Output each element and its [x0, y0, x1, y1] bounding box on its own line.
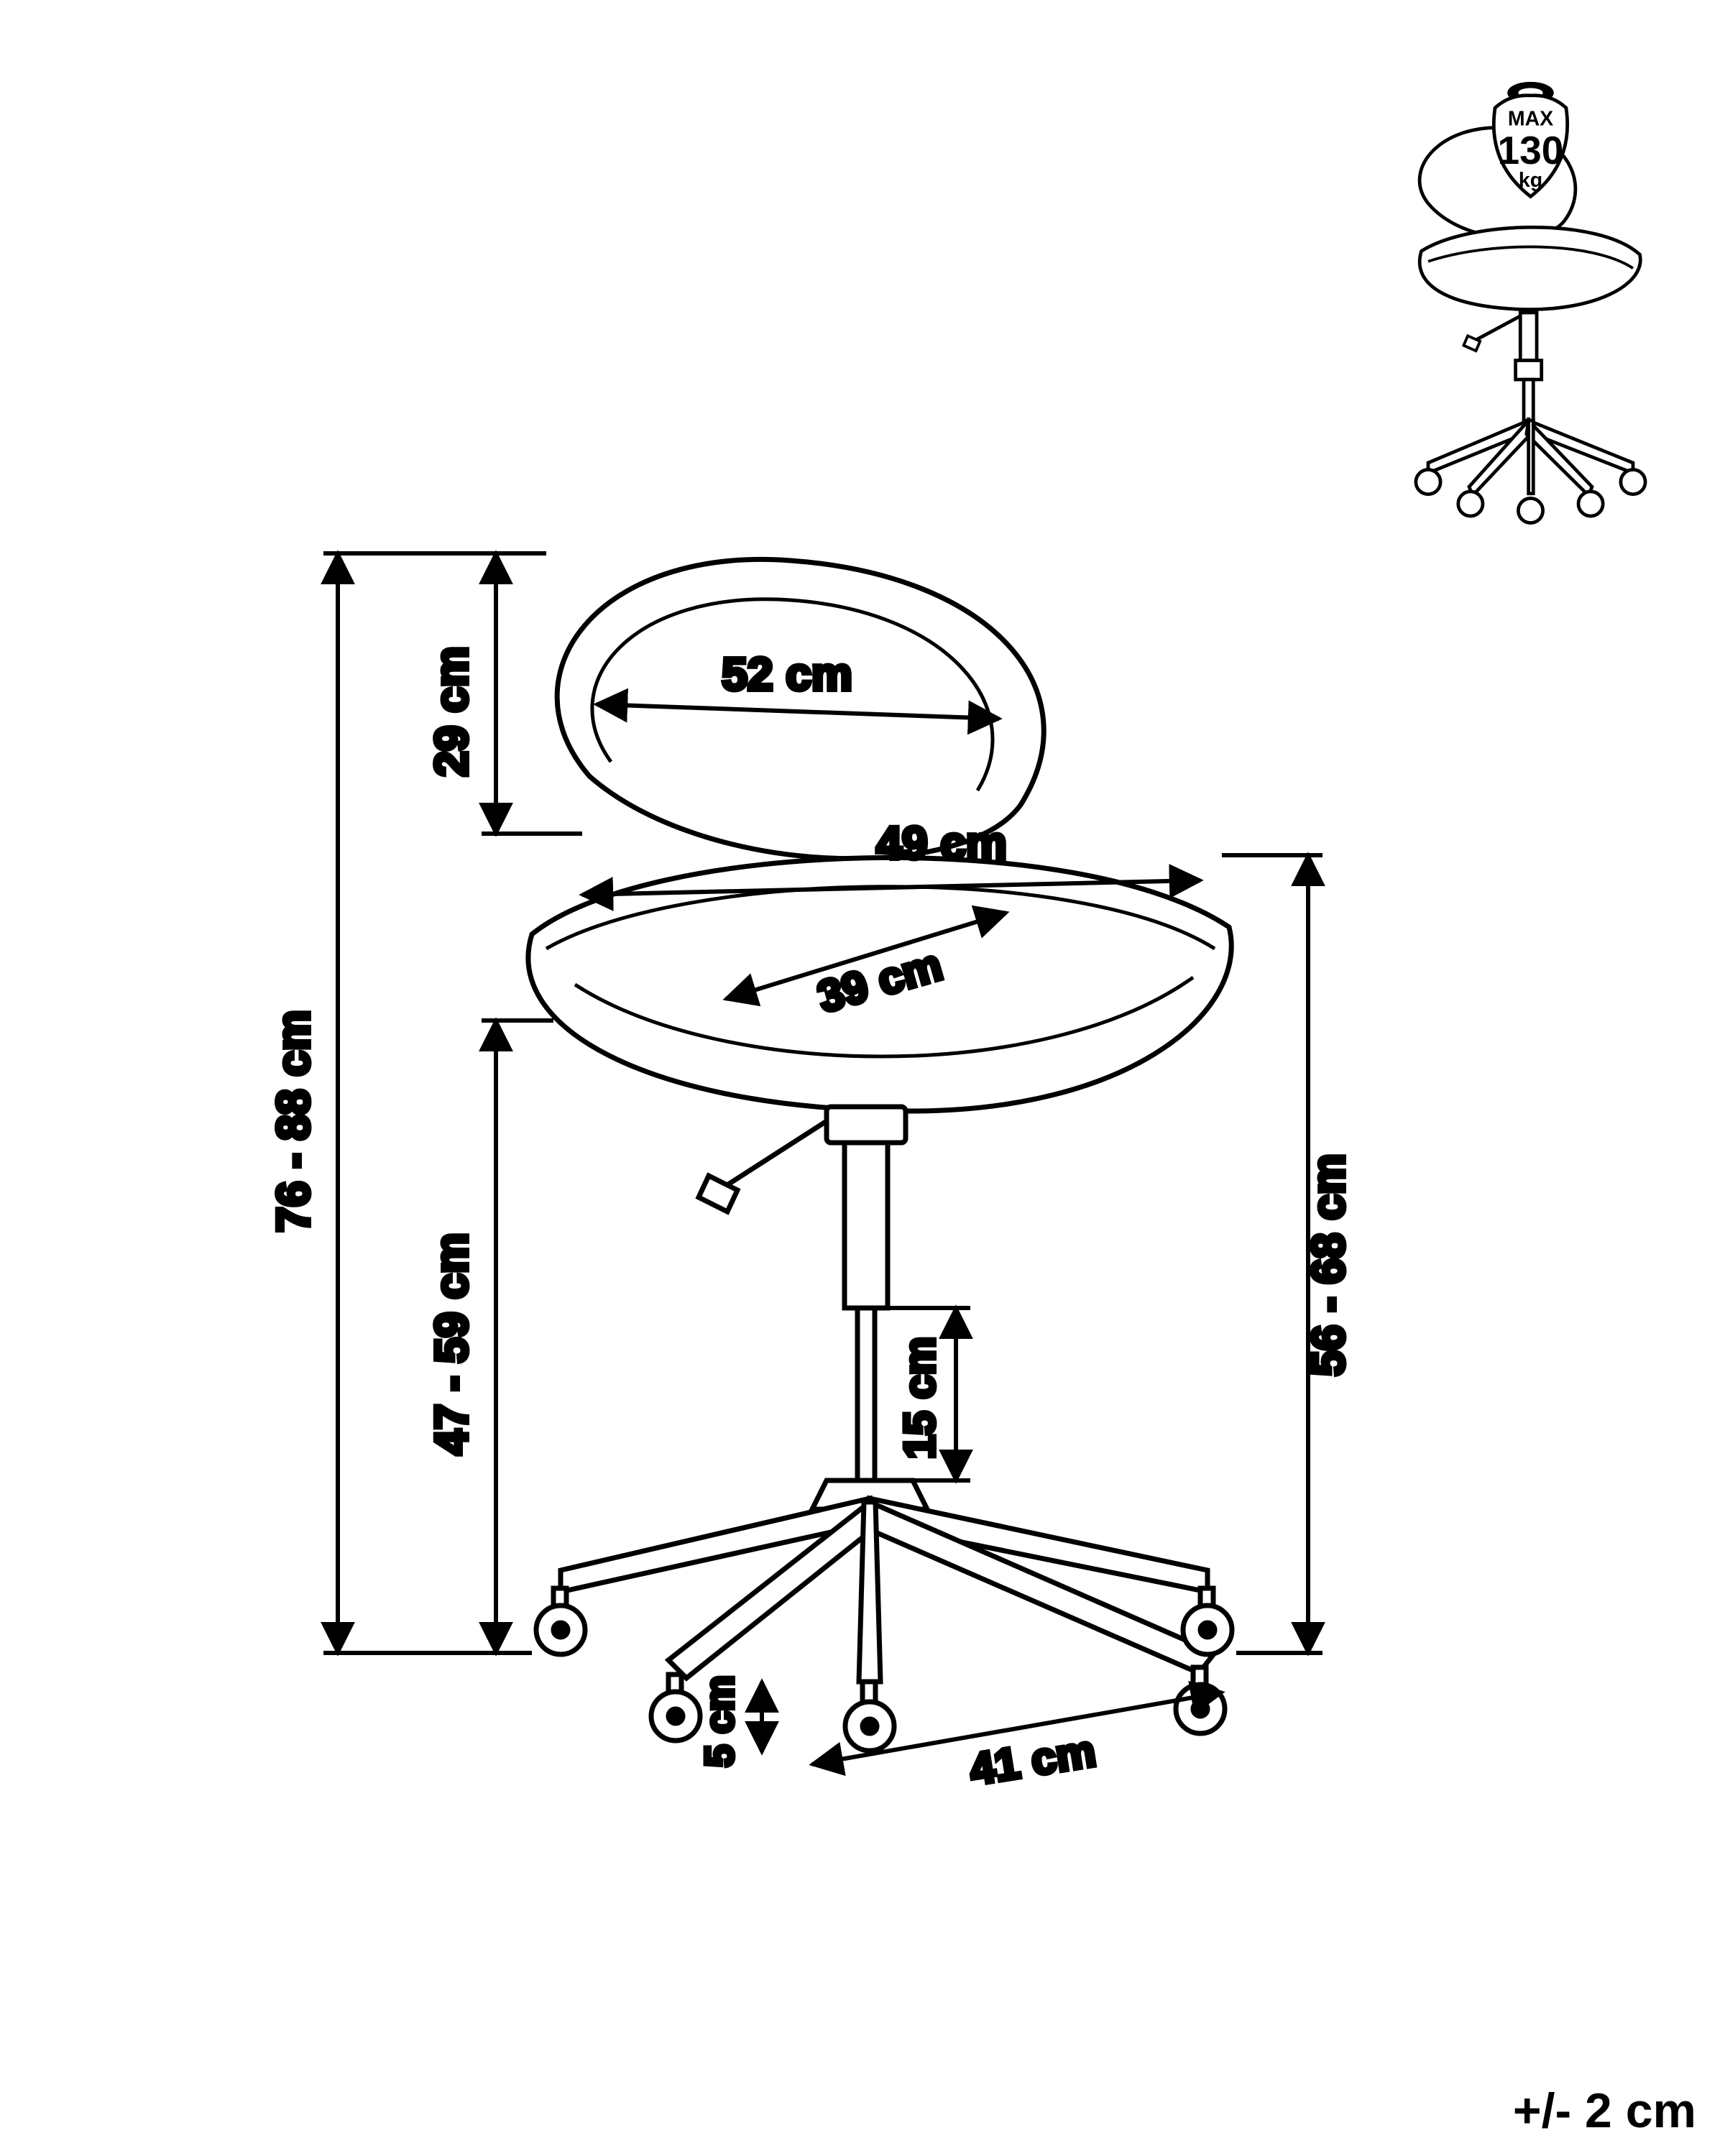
- diagram-canvas: MAX 130 kg: [0, 0, 1725, 2156]
- weight-unit: kg: [1519, 169, 1542, 192]
- dim-gas-lift: 15 cm: [896, 1337, 944, 1459]
- weight-max-label: MAX: [1508, 108, 1553, 131]
- dim-backrest-top-height: 56 - 68 cm: [1302, 1153, 1354, 1376]
- chair-outline: [528, 559, 1232, 1751]
- dim-backrest-height: 29 cm: [426, 646, 477, 776]
- weight-value: 130: [1498, 128, 1564, 172]
- chair-dimension-diagram: MAX 130 kg: [0, 0, 1725, 2156]
- dim-backrest-width: 52 cm: [722, 648, 852, 700]
- dim-seat-height: 47 - 59 cm: [426, 1233, 477, 1455]
- dim-overall-height: 76 - 88 cm: [267, 1010, 319, 1233]
- weight-capacity-icon: MAX 130 kg: [1416, 82, 1645, 523]
- dim-base-span: 41 cm: [967, 1726, 1099, 1795]
- dim-caster-height: 5 cm: [696, 1675, 742, 1767]
- dim-seat-width: 49 cm: [876, 817, 1006, 869]
- tolerance-note: +/- 2 cm: [1513, 2083, 1696, 2138]
